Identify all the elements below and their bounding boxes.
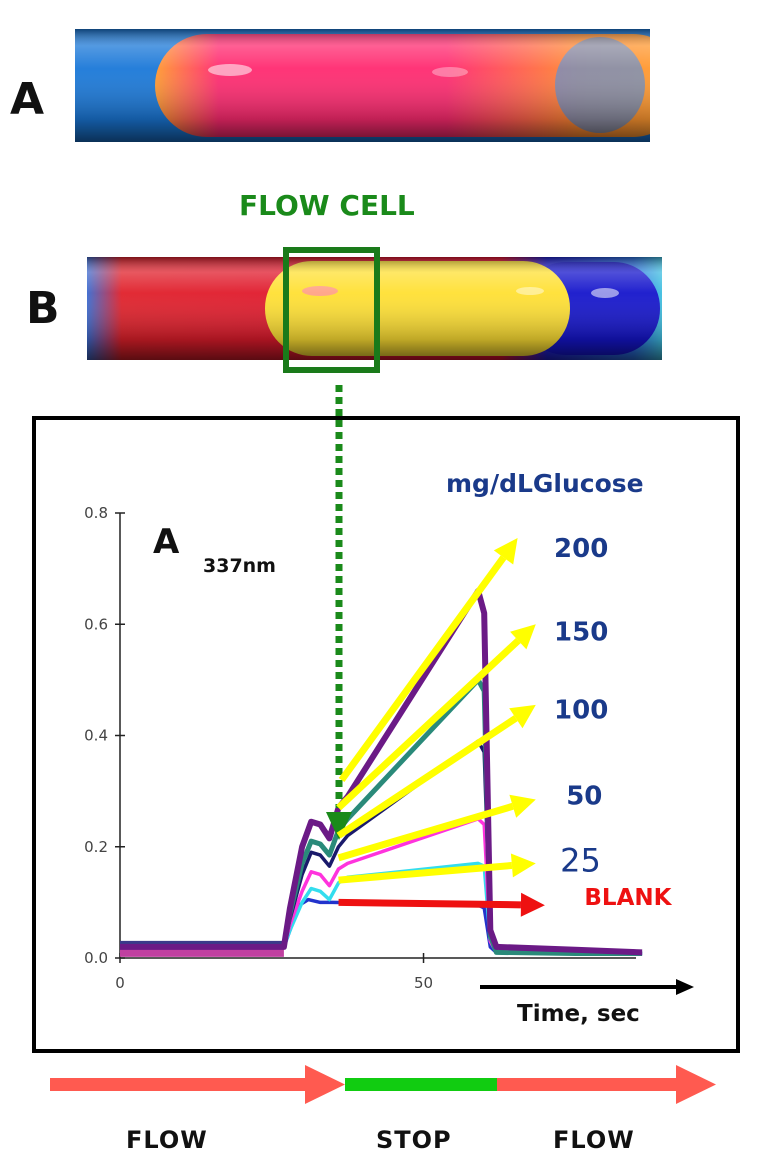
tube-b-label: B bbox=[26, 283, 60, 334]
y-axis-label: A bbox=[153, 522, 180, 562]
tube-a bbox=[75, 29, 650, 142]
time-arrow-head bbox=[676, 979, 694, 995]
flow-phase-arrow-2 bbox=[676, 1065, 716, 1104]
baseline-band-bottom bbox=[120, 948, 284, 957]
chart-axes: 0.0 0.2 0.4 0.6 0.8 0 50 bbox=[84, 504, 636, 992]
callout-label-150: 150 bbox=[554, 618, 608, 648]
tubes-illustration bbox=[75, 29, 662, 420]
y-tick-label: 0.4 bbox=[84, 727, 108, 745]
callout-arrow-50 bbox=[337, 802, 514, 862]
callout-arrowhead-100 bbox=[509, 704, 536, 729]
callout-arrow-25 bbox=[338, 861, 513, 884]
flow-phase-bar-1 bbox=[50, 1078, 318, 1091]
callout-arrowhead-200 bbox=[493, 538, 518, 565]
stop-phase-bar bbox=[345, 1078, 497, 1091]
flow-phase-bar-2 bbox=[497, 1078, 682, 1091]
callout-arrowhead-50 bbox=[509, 794, 536, 818]
y-tick-label: 0.2 bbox=[84, 838, 108, 856]
tube-a-label: A bbox=[10, 74, 45, 125]
series-line-50 bbox=[120, 817, 643, 956]
y-tick-label: 0.0 bbox=[84, 949, 108, 967]
concentration-callouts: 200 150 100 50 25 BLANK bbox=[336, 534, 673, 917]
flow-cell-box bbox=[283, 247, 380, 373]
callout-label-200: 200 bbox=[554, 534, 608, 564]
callout-arrow-200 bbox=[338, 555, 507, 783]
callout-arrow-150 bbox=[336, 638, 521, 811]
callout-label-blank: BLANK bbox=[584, 885, 672, 911]
y-tick-label: 0.6 bbox=[84, 615, 108, 633]
legend-title: mg/dLGlucose bbox=[446, 469, 644, 498]
x-tick-label: 0 bbox=[115, 974, 125, 992]
x-axis-label: Time, sec bbox=[517, 1001, 640, 1027]
callout-arrowhead-150 bbox=[510, 624, 536, 650]
callout-arrow-100 bbox=[336, 715, 518, 839]
callout-arrowhead-blank bbox=[520, 892, 545, 917]
callout-label-50: 50 bbox=[566, 782, 602, 812]
callout-label-100: 100 bbox=[554, 695, 608, 725]
y-tick-label: 0.8 bbox=[84, 504, 108, 522]
stop-label: STOP bbox=[376, 1126, 452, 1154]
flow-label-2: FLOW bbox=[553, 1126, 635, 1154]
callout-arrowhead-25 bbox=[510, 853, 536, 878]
flow-label-1: FLOW bbox=[126, 1126, 208, 1154]
phase-bar bbox=[50, 1065, 716, 1104]
flow-phase-arrow-1 bbox=[305, 1065, 345, 1104]
x-tick-label: 50 bbox=[414, 974, 433, 992]
y-axis-wavelength: 337nm bbox=[203, 555, 276, 577]
callout-arrow-blank bbox=[338, 898, 521, 909]
chart-frame bbox=[32, 416, 740, 1053]
callout-label-25: 25 bbox=[560, 841, 601, 879]
flow-cell-pointer-head bbox=[326, 812, 352, 840]
flow-cell-title: FLOW CELL bbox=[239, 189, 415, 222]
